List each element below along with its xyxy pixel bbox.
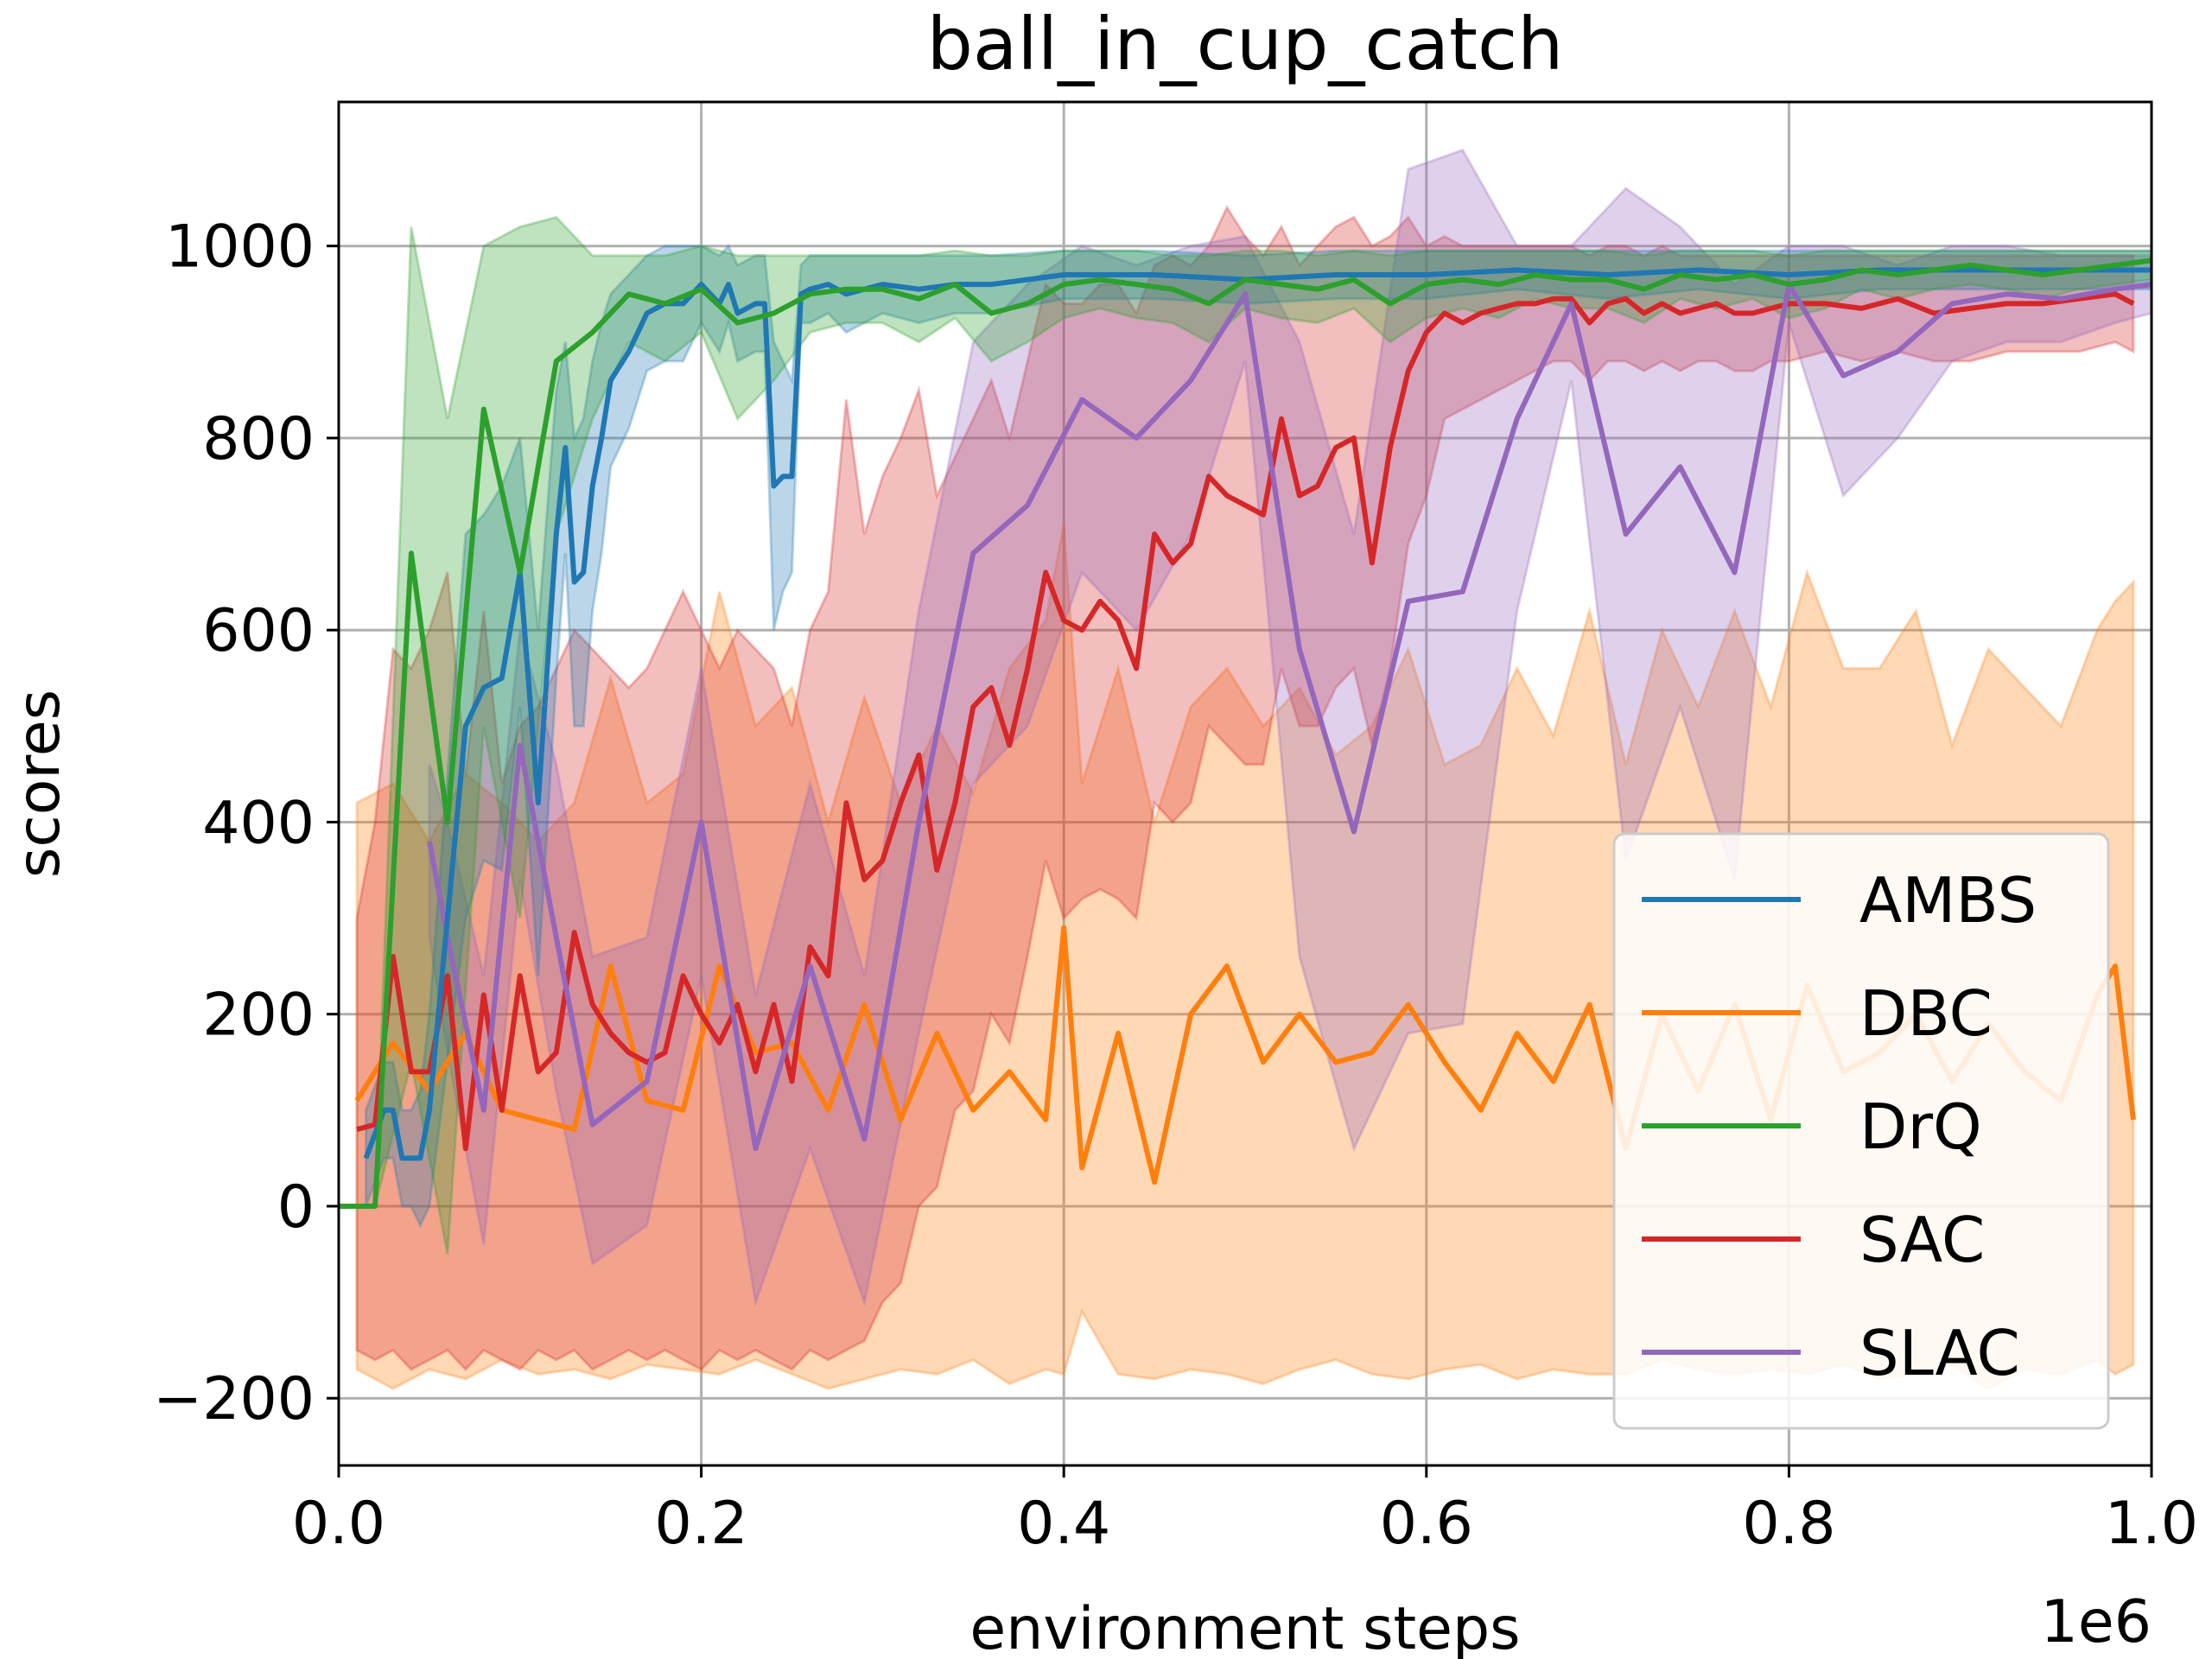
legend-label-ambs: AMBS: [1859, 864, 2037, 937]
x-tick-label: 0.0: [292, 1490, 385, 1558]
legend-label-drq: DrQ: [1859, 1090, 1982, 1163]
line-sac: [356, 291, 2135, 1152]
line-slac: [426, 282, 2152, 1152]
line-ambs: [363, 267, 2152, 1161]
axis-ticks: 0.0 0.2 0.4 0.6 0.8 1.0 −200 0 200 400 600 800 1000: [153, 213, 2198, 1558]
legend-label-sac: SAC: [1859, 1204, 1985, 1276]
legend-label-dbc: DBC: [1859, 977, 1993, 1050]
x-axis-label: environment steps: [969, 1595, 1520, 1659]
x-tick-label: 0.2: [655, 1490, 748, 1558]
legend-box: [1612, 832, 2110, 1430]
x-tick-label: 1.0: [2105, 1490, 2198, 1558]
y-tick-label: 1000: [165, 213, 315, 282]
y-tick-label: 600: [202, 597, 315, 665]
grid: [337, 102, 2153, 1465]
y-axis-label: scores: [5, 690, 73, 878]
y-tick-label: 0: [277, 1173, 315, 1242]
x-tick-label: 0.8: [1742, 1490, 1835, 1558]
line-drq: [339, 257, 2152, 1209]
y-tick-label: 400: [202, 789, 315, 857]
legend-label-slac: SLAC: [1859, 1317, 2020, 1389]
band-sac: [355, 205, 2135, 1372]
x-tick-label: 0.6: [1380, 1490, 1473, 1558]
y-tick-label: 800: [202, 405, 315, 474]
series-lines: [339, 257, 2152, 1209]
chart-title: ball_in_cup_catch: [927, 2, 1564, 86]
y-tick-label: −200: [153, 1365, 315, 1433]
plot-frame: [337, 100, 2153, 1467]
x-tick-label: 0.4: [1017, 1490, 1110, 1558]
x-axis-offset-text: 1e6: [2041, 1588, 2152, 1656]
legend: AMBS DBC DrQ SAC SLAC: [1612, 832, 2110, 1430]
y-tick-label: 200: [202, 982, 315, 1050]
